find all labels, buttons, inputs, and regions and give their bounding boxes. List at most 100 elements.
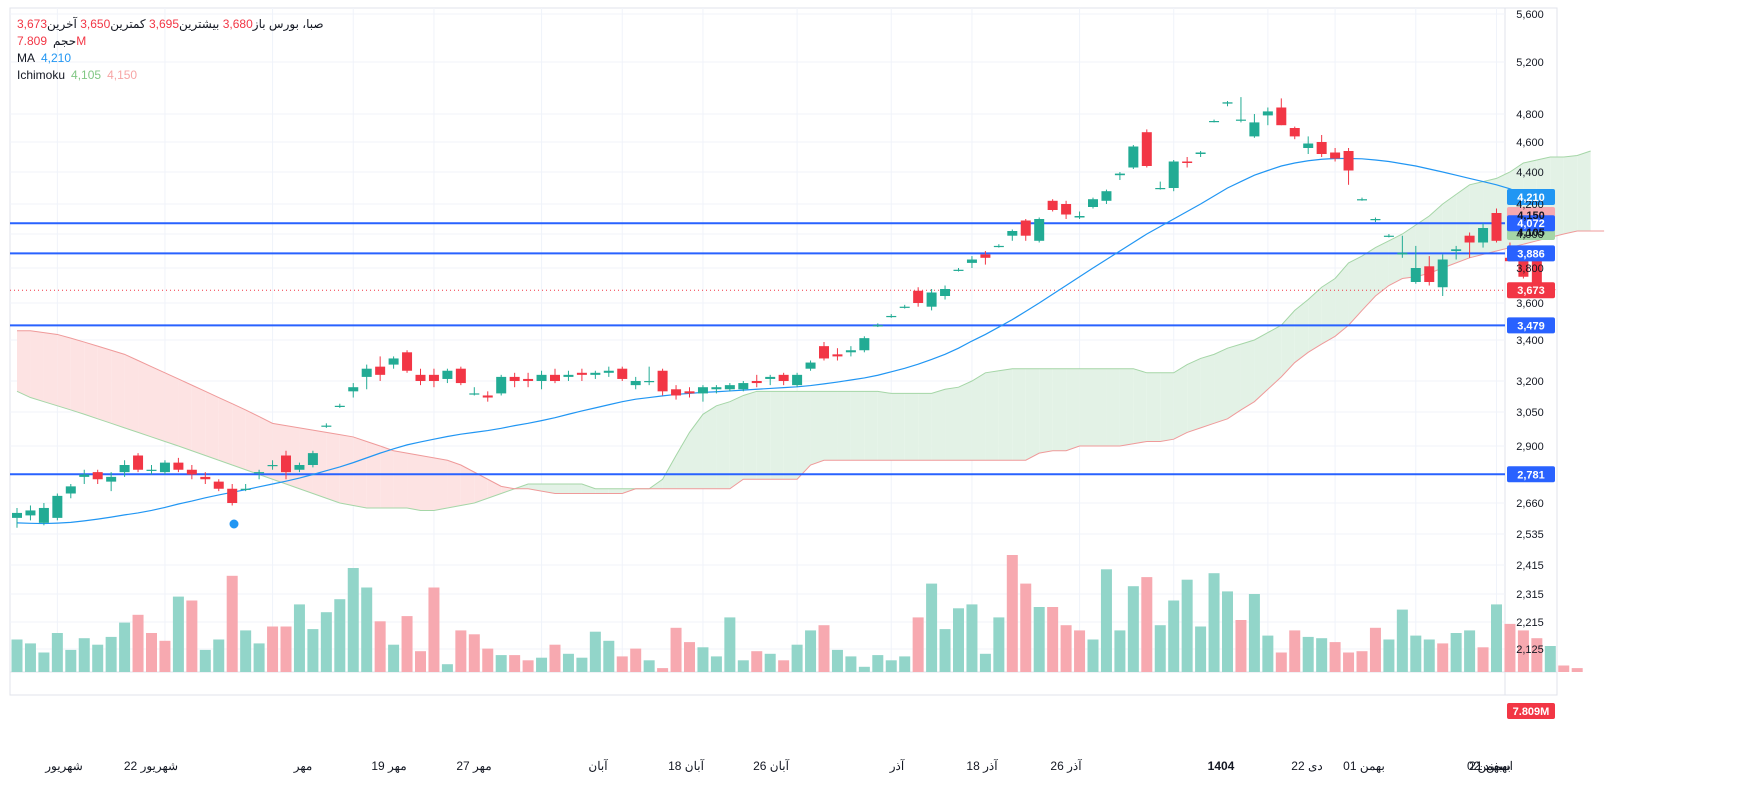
ichimoku-cloud-segment <box>662 455 677 489</box>
price-axis-tick: 2,535 <box>1516 529 1544 541</box>
candle <box>1437 254 1448 296</box>
volume-bar <box>589 631 601 672</box>
candle-body <box>1222 102 1233 104</box>
candle-body <box>482 395 493 398</box>
time-axis-label: 01 بهمن <box>1343 759 1385 773</box>
ichimoku-cloud-segment <box>259 416 273 480</box>
volume-bar <box>764 653 776 672</box>
volume-bar <box>1006 555 1018 672</box>
price-axis-tick: 4,600 <box>1516 137 1544 149</box>
volume-bar <box>132 614 144 672</box>
candle-body <box>1343 151 1354 171</box>
candle <box>778 372 789 386</box>
candle-body <box>536 374 547 381</box>
candle-body <box>845 350 856 353</box>
candle <box>307 450 318 468</box>
candle <box>79 469 90 484</box>
volume-bar <box>1558 665 1570 672</box>
ichimoku-cloud-segment <box>918 393 932 461</box>
volume-bar <box>361 587 373 672</box>
candle-body <box>240 488 251 490</box>
candle-body <box>496 376 507 394</box>
candle-body <box>469 393 480 395</box>
volume-bar <box>441 664 453 672</box>
price-axis-tick: 2,415 <box>1516 560 1544 572</box>
volume-bar <box>657 668 669 672</box>
ichimoku-cloud-segment <box>1402 225 1416 279</box>
candle-body <box>630 381 641 386</box>
time-axis-label: 18 آبان <box>668 758 704 773</box>
volume-bar <box>899 656 911 672</box>
candle-body <box>92 472 103 480</box>
volume-bar <box>1437 643 1449 672</box>
ichimoku-cloud-segment <box>487 479 502 499</box>
candle <box>644 366 655 386</box>
ichimoku-cloud-segment <box>312 430 327 499</box>
legend-open-value: 3,680 <box>222 17 253 31</box>
candle-body <box>428 374 439 381</box>
legend-symbol[interactable]: صبا، بورس <box>268 17 324 31</box>
candle <box>563 370 574 381</box>
candle <box>617 366 628 381</box>
volume-bar <box>912 617 924 672</box>
time-axis-label: 22 دی <box>1291 759 1322 773</box>
ichimoku-cloud-segment <box>407 453 421 511</box>
candle-body <box>724 385 735 390</box>
volume-bar <box>643 660 655 672</box>
ichimoku-cloud-segment <box>1308 287 1322 353</box>
time-axis-label: مهر <box>293 759 313 773</box>
ichimoku-cloud-segment <box>57 334 71 410</box>
candle-body <box>1209 121 1220 123</box>
candle-body <box>1464 235 1475 243</box>
legend-volume-row[interactable]: حجم7.809M <box>17 33 324 50</box>
candle <box>1262 107 1273 126</box>
ichimoku-cloud-segment <box>1173 364 1188 440</box>
candle <box>428 368 439 388</box>
candle <box>1410 245 1421 284</box>
volume-bar <box>1477 647 1489 672</box>
ichimoku-cloud-segment <box>756 391 771 480</box>
candle <box>509 372 520 388</box>
ichimoku-cloud-segment <box>1066 368 1080 451</box>
candle-body <box>1424 266 1435 282</box>
ichimoku-cloud-segment <box>608 488 623 494</box>
candle <box>751 374 762 388</box>
candle-body <box>819 346 829 359</box>
candle <box>603 366 614 377</box>
candle-body <box>321 425 332 427</box>
candle-body <box>872 325 883 327</box>
candle <box>1074 211 1085 219</box>
candle <box>832 348 843 361</box>
candle <box>92 469 103 484</box>
candle-body <box>590 372 601 375</box>
candle-body <box>1101 191 1112 201</box>
candle-body <box>1020 220 1031 236</box>
legend-ma-row[interactable]: MA 4,210 <box>17 50 324 67</box>
ichimoku-cloud-segment <box>97 346 112 424</box>
ichimoku-cloud-segment <box>474 472 488 503</box>
price-badge-bg <box>1507 317 1555 334</box>
ichimoku-cloud-segment <box>985 370 999 461</box>
candle <box>697 385 708 402</box>
candle <box>1168 160 1179 192</box>
volume-bar <box>616 656 628 672</box>
candle-body <box>671 389 682 396</box>
volume-bar <box>1544 646 1556 672</box>
volume-bar <box>51 633 63 672</box>
ichimoku-cloud-segment <box>568 484 582 494</box>
candle <box>1128 145 1139 169</box>
candle-body <box>550 374 560 381</box>
candle <box>886 314 897 318</box>
ichimoku-cloud-segment <box>501 486 515 494</box>
candle-body <box>375 366 386 375</box>
candle-body <box>993 245 1004 248</box>
volume-bar <box>1208 573 1220 672</box>
candle <box>590 370 601 379</box>
candle-body <box>1303 143 1314 148</box>
ichimoku-cloud-segment <box>124 354 139 433</box>
legend-ichimoku-row[interactable]: Ichimoku 4,105 4,150 <box>17 67 324 84</box>
time-axis-label: 1404 <box>1208 759 1235 773</box>
candle <box>738 381 749 392</box>
candle <box>1451 245 1462 260</box>
